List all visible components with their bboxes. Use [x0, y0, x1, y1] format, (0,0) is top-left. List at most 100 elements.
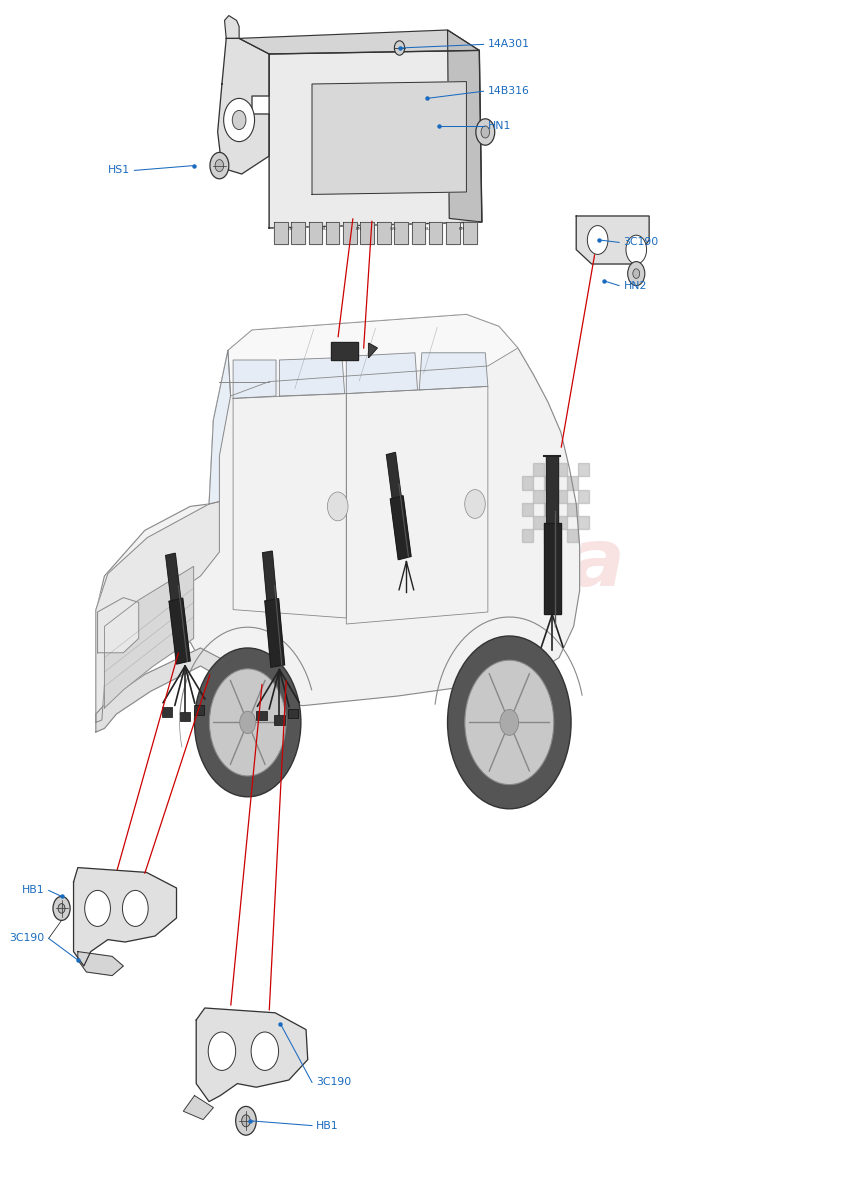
Bar — [578, 516, 589, 529]
Bar — [257, 710, 267, 720]
Polygon shape — [77, 952, 123, 976]
Polygon shape — [239, 30, 480, 54]
Polygon shape — [463, 222, 477, 244]
Polygon shape — [96, 502, 220, 722]
Polygon shape — [331, 342, 358, 360]
Circle shape — [122, 890, 148, 926]
Polygon shape — [225, 16, 239, 38]
Bar — [578, 490, 589, 503]
Polygon shape — [546, 456, 559, 522]
Polygon shape — [312, 82, 467, 194]
Bar — [544, 476, 555, 490]
Polygon shape — [387, 452, 401, 498]
Text: GY: GY — [288, 227, 294, 232]
Polygon shape — [96, 648, 228, 732]
Circle shape — [195, 648, 300, 797]
Text: BU: BU — [424, 227, 430, 232]
Text: GN: GN — [390, 227, 397, 232]
Circle shape — [236, 1106, 257, 1135]
Text: 3C190: 3C190 — [9, 934, 45, 943]
Text: 14B316: 14B316 — [488, 86, 530, 96]
Bar — [522, 503, 533, 516]
Polygon shape — [377, 222, 391, 244]
Polygon shape — [369, 343, 377, 358]
Text: 3C190: 3C190 — [623, 238, 659, 247]
Circle shape — [628, 262, 645, 286]
Bar — [522, 529, 533, 542]
Circle shape — [242, 1115, 251, 1127]
Text: HN2: HN2 — [623, 281, 647, 290]
Bar — [533, 463, 544, 476]
Text: scuderia: scuderia — [238, 526, 626, 602]
Bar — [544, 503, 555, 516]
Polygon shape — [543, 522, 561, 614]
Polygon shape — [394, 222, 408, 244]
Polygon shape — [325, 222, 339, 244]
Text: HN1: HN1 — [488, 121, 511, 131]
Bar — [180, 712, 190, 721]
Bar — [555, 463, 567, 476]
Circle shape — [208, 1032, 236, 1070]
Circle shape — [327, 492, 348, 521]
Circle shape — [210, 152, 229, 179]
Polygon shape — [104, 566, 194, 708]
Circle shape — [465, 660, 554, 785]
Polygon shape — [166, 553, 181, 601]
Polygon shape — [233, 360, 276, 398]
Polygon shape — [275, 222, 288, 244]
Polygon shape — [97, 598, 139, 653]
Circle shape — [239, 712, 256, 733]
Polygon shape — [263, 551, 276, 601]
Polygon shape — [576, 216, 649, 264]
Circle shape — [224, 98, 255, 142]
Polygon shape — [390, 496, 411, 559]
Polygon shape — [412, 222, 425, 244]
Bar — [275, 715, 285, 725]
Text: HB1: HB1 — [316, 1121, 339, 1130]
Bar — [555, 516, 567, 529]
Polygon shape — [169, 598, 190, 664]
Circle shape — [633, 269, 640, 278]
Circle shape — [215, 160, 224, 172]
Circle shape — [481, 126, 490, 138]
Bar — [578, 463, 589, 476]
Polygon shape — [429, 222, 443, 244]
Polygon shape — [446, 222, 460, 244]
Polygon shape — [209, 350, 231, 504]
Bar — [194, 704, 204, 714]
Circle shape — [500, 709, 518, 736]
Circle shape — [53, 896, 70, 920]
Circle shape — [209, 668, 286, 776]
Polygon shape — [183, 1096, 214, 1120]
Bar — [567, 476, 578, 490]
Circle shape — [394, 41, 405, 55]
Polygon shape — [73, 868, 177, 966]
Text: HS1: HS1 — [108, 166, 130, 175]
Text: car parts: car parts — [341, 625, 523, 659]
Circle shape — [232, 110, 246, 130]
Circle shape — [587, 226, 608, 254]
Polygon shape — [280, 358, 344, 396]
Circle shape — [84, 890, 110, 926]
Polygon shape — [448, 30, 482, 222]
Bar — [533, 516, 544, 529]
Text: 3C190: 3C190 — [316, 1078, 351, 1087]
Polygon shape — [228, 314, 517, 396]
Bar — [555, 490, 567, 503]
Polygon shape — [360, 222, 374, 244]
Polygon shape — [218, 38, 269, 174]
Circle shape — [59, 904, 65, 913]
Bar — [533, 490, 544, 503]
Bar — [567, 503, 578, 516]
Bar — [162, 707, 172, 716]
Polygon shape — [343, 222, 356, 244]
Polygon shape — [419, 353, 488, 390]
Text: BU: BU — [322, 227, 328, 232]
Circle shape — [626, 235, 647, 264]
Polygon shape — [308, 222, 322, 244]
Polygon shape — [291, 222, 305, 244]
Circle shape — [465, 490, 486, 518]
Text: HB1: HB1 — [22, 886, 45, 895]
Polygon shape — [346, 353, 418, 394]
Bar — [288, 708, 299, 718]
